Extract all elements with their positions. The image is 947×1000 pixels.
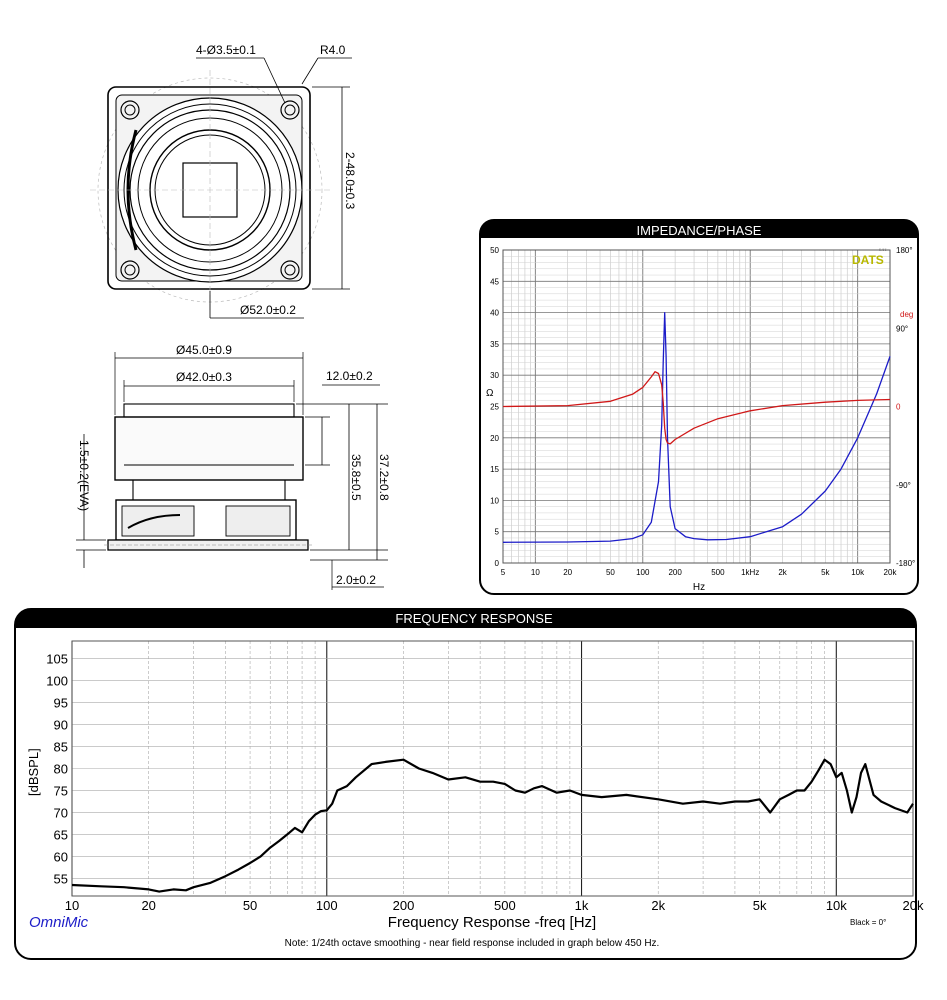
impedance-ylabel: Ω: [486, 388, 494, 399]
impedance-x-ticks: 5 10 20 50 100 200 500 1kHz 2k 5k 10k 20k: [501, 568, 898, 577]
phase-unit-label: deg: [900, 310, 913, 319]
corner-radius-dimension: R4.0: [320, 43, 346, 57]
speaker-top-view-drawing: [90, 57, 352, 319]
impedance-xlabel: Hz: [693, 582, 705, 593]
impedance-phase-tick-label: 180°: [896, 246, 913, 255]
impedance-y-tick-label: 40: [490, 309, 499, 318]
impedance-y-tick-label: 25: [490, 403, 499, 412]
impedance-y-tick-label: 30: [490, 371, 499, 380]
fr-legend: Black = 0°: [850, 918, 886, 927]
dats-version: 5.56: [879, 247, 888, 252]
height-37-dimension: 37.2±0.8: [377, 454, 391, 501]
phase-curve: [502, 371, 891, 445]
flange-thickness-dimension: 2.0±0.2: [336, 573, 376, 587]
impedance-x-tick-label: 500: [711, 568, 725, 577]
impedance-x-tick-label: 5k: [821, 568, 830, 577]
impedance-y-tick-label: 35: [490, 340, 499, 349]
impedance-y-tick-label: 45: [490, 277, 499, 286]
impedance-x-tick-label: 5: [501, 568, 506, 577]
impedance-x-tick-label: 100: [636, 568, 650, 577]
fr-plot-frame: [71, 640, 914, 897]
impedance-x-tick-label: 200: [668, 568, 682, 577]
impedance-phase-tick-label: 0: [896, 403, 901, 412]
fr-y-tick-label: 65: [54, 827, 68, 842]
speaker-side-view-drawing: [76, 352, 388, 590]
impedance-y-ticks: 0 5 10 15 20 25 30 35 40 45 50: [490, 246, 499, 568]
impedance-y-tick-label: 20: [490, 434, 499, 443]
fr-x-tick-label: 2k: [651, 898, 665, 913]
fr-x-tick-label: 20k: [903, 898, 924, 913]
impedance-x-tick-label: 2k: [778, 568, 787, 577]
fr-y-tick-label: 105: [46, 652, 68, 667]
fr-x-tick-label: 10k: [826, 898, 847, 913]
fr-y-tick-label: 60: [54, 849, 68, 864]
impedance-x-tick-label: 1kHz: [741, 568, 759, 577]
fr-x-tick-label: 500: [494, 898, 516, 913]
fr-ylabel: [dBSPL]: [26, 748, 41, 796]
fr-x-tick-label: 5k: [753, 898, 767, 913]
omnimic-logo: OmniMic: [29, 914, 89, 931]
fr-title: FREQUENCY RESPONSE: [395, 611, 553, 626]
impedance-y-tick-label: 50: [490, 246, 499, 255]
impedance-phase-ticks: 180° 90° 0 -90° -180°: [896, 246, 915, 568]
fr-xlabel: Frequency Response -freq [Hz]: [388, 914, 596, 931]
fr-x-tick-label: 10: [65, 898, 79, 913]
hole-diagonal-dimension: Ø52.0±0.2: [240, 303, 296, 317]
outer-diameter-dimension: Ø45.0±0.9: [176, 343, 232, 357]
impedance-phase-tick-label: 90°: [896, 324, 908, 333]
impedance-x-tick-label: 10k: [851, 568, 865, 577]
side-length-dimension: 2-48.0±0.3: [343, 152, 357, 210]
fr-y-tick-label: 80: [54, 762, 68, 777]
impedance-phase-tick-label: -180°: [896, 559, 915, 568]
impedance-panel: IMPEDANCE/PHASE 5 10 20 50 100 200 500 1kHz 2k 5k…: [479, 219, 919, 595]
impedance-y-tick-label: 0: [495, 559, 500, 568]
impedance-x-tick-label: 10: [531, 568, 540, 577]
impedance-phase-tick-label: -90°: [896, 481, 911, 490]
fr-y-tick-label: 75: [54, 783, 68, 798]
fr-x-tick-label: 100: [316, 898, 338, 913]
frame-height-dimension: 12.0±0.2: [326, 369, 373, 383]
eva-gasket-dimension: 1.5±0.2(EVA): [77, 440, 91, 511]
fr-y-ticks: 55 60 65 70 75 80 85 90 95 100 105: [46, 652, 68, 887]
impedance-x-tick-label: 50: [606, 568, 615, 577]
fr-y-tick-label: 95: [54, 696, 68, 711]
fr-x-tick-label: 20: [141, 898, 155, 913]
impedance-y-tick-label: 5: [495, 528, 500, 537]
impedance-series: [502, 311, 891, 543]
height-35-dimension: 35.8±0.5: [349, 454, 363, 501]
frequency-response-panel: FREQUENCY RESPONSE 10 20 50 100 200 500 1k 2k 5k…: [14, 608, 924, 960]
fr-y-tick-label: 70: [54, 805, 68, 820]
impedance-grid: [502, 249, 891, 564]
fr-series: [71, 758, 914, 893]
impedance-x-tick-label: 20: [563, 568, 572, 577]
fr-x-tick-label: 200: [393, 898, 415, 913]
fr-y-tick-label: 100: [46, 674, 68, 689]
impedance-x-tick-label: 20k: [884, 568, 898, 577]
dats-logo: DATS: [852, 253, 884, 267]
fr-x-tick-label: 1k: [575, 898, 589, 913]
fr-y-tick-label: 55: [54, 871, 68, 886]
fr-y-tick-label: 85: [54, 740, 68, 755]
holes-dimension: 4-Ø3.5±0.1: [196, 43, 256, 57]
impedance-y-tick-label: 15: [490, 465, 499, 474]
impedance-y-tick-label: 10: [490, 496, 499, 505]
impedance-curve: [502, 311, 891, 543]
impedance-title: IMPEDANCE/PHASE: [637, 223, 762, 238]
fr-y-tick-label: 90: [54, 718, 68, 733]
fr-note: Note: 1/24th octave smoothing - near fie…: [285, 938, 660, 949]
fr-x-ticks: 10 20 50 100 200 500 1k 2k 5k 10k 20k: [65, 898, 924, 913]
inner-diameter-dimension: Ø42.0±0.3: [176, 370, 232, 384]
fr-response-curve: [71, 758, 914, 893]
fr-x-tick-label: 50: [243, 898, 257, 913]
